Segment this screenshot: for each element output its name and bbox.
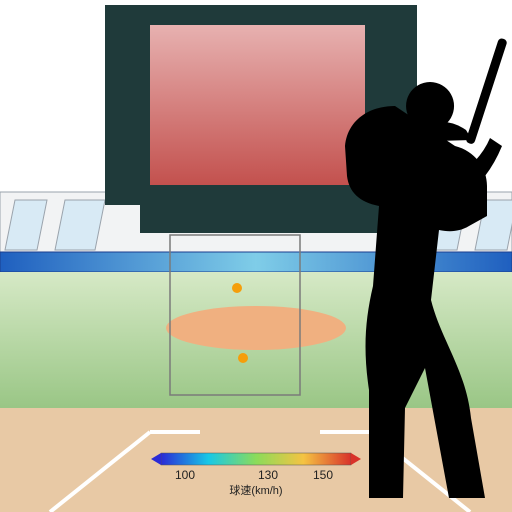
- pitch-marker: [238, 353, 248, 363]
- colorbar-tick-label: 130: [258, 468, 278, 482]
- colorbar-tick-label: 150: [313, 468, 333, 482]
- colorbar-axis-label: 球速(km/h): [229, 483, 282, 497]
- scoreboard-screen: [150, 25, 365, 185]
- pitch-chart-root: 100 130 150 球速(km/h): [0, 0, 512, 512]
- pitchers-mound: [166, 306, 346, 350]
- scoreboard-base: [140, 205, 382, 233]
- pitch-marker: [232, 283, 242, 293]
- colorbar-tick-label: 100: [175, 468, 195, 482]
- velocity-colorbar: [161, 453, 351, 465]
- chart-svg: 100 130 150 球速(km/h): [0, 0, 512, 512]
